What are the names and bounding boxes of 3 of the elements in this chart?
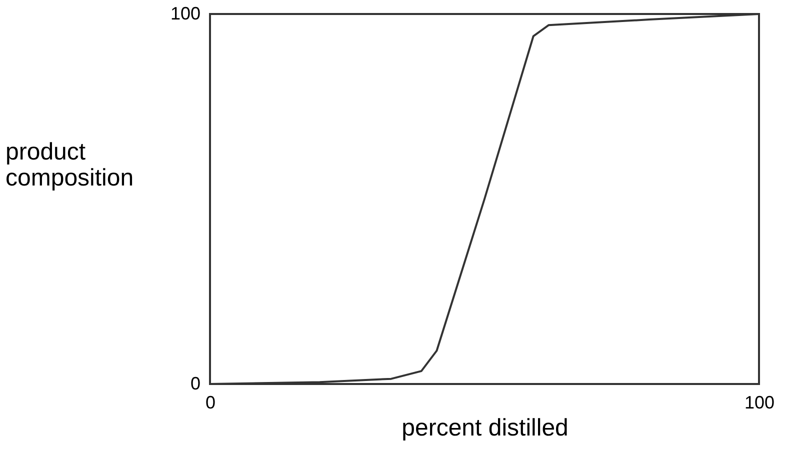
- y-axis-title: product composition: [6, 138, 134, 192]
- line-series: [209, 13, 760, 385]
- x-axis-title: percent distilled: [402, 414, 568, 442]
